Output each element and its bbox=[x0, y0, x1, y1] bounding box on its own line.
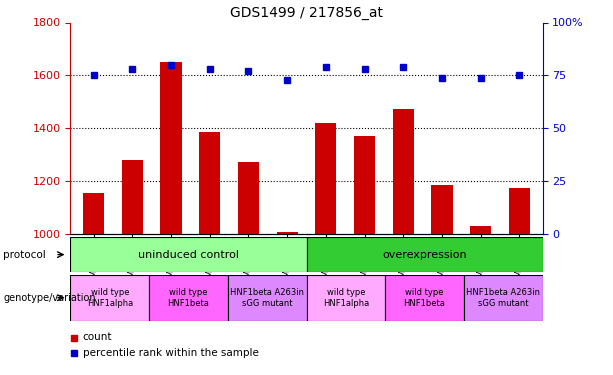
Bar bbox=[161, 62, 181, 234]
Text: protocol: protocol bbox=[3, 250, 46, 259]
Text: uninduced control: uninduced control bbox=[138, 250, 239, 259]
Text: genotype/variation: genotype/variation bbox=[3, 293, 96, 303]
Bar bbox=[70, 237, 306, 272]
Text: count: count bbox=[83, 333, 112, 342]
Text: overexpression: overexpression bbox=[382, 250, 467, 259]
Bar bbox=[122, 160, 143, 234]
Bar bbox=[464, 275, 543, 321]
Bar bbox=[199, 132, 221, 234]
Text: HNF1beta A263in
sGG mutant: HNF1beta A263in sGG mutant bbox=[230, 288, 304, 308]
Bar bbox=[432, 185, 452, 234]
Bar bbox=[509, 188, 530, 234]
Bar bbox=[306, 275, 385, 321]
Bar bbox=[149, 275, 228, 321]
Bar bbox=[70, 275, 149, 321]
Bar bbox=[354, 136, 375, 234]
Text: wild type
HNF1beta: wild type HNF1beta bbox=[167, 288, 210, 308]
Text: wild type
HNF1alpha: wild type HNF1alpha bbox=[86, 288, 133, 308]
Text: HNF1beta A263in
sGG mutant: HNF1beta A263in sGG mutant bbox=[466, 288, 540, 308]
Bar bbox=[315, 123, 337, 234]
Bar bbox=[306, 237, 543, 272]
Text: wild type
HNF1alpha: wild type HNF1alpha bbox=[322, 288, 369, 308]
Bar bbox=[228, 275, 306, 321]
Bar bbox=[238, 162, 259, 234]
Bar bbox=[392, 109, 414, 234]
Bar bbox=[276, 232, 298, 234]
Text: wild type
HNF1beta: wild type HNF1beta bbox=[403, 288, 446, 308]
Bar bbox=[385, 275, 464, 321]
Bar bbox=[470, 226, 491, 234]
Title: GDS1499 / 217856_at: GDS1499 / 217856_at bbox=[230, 6, 383, 20]
Bar bbox=[83, 194, 104, 234]
Text: percentile rank within the sample: percentile rank within the sample bbox=[83, 348, 259, 357]
